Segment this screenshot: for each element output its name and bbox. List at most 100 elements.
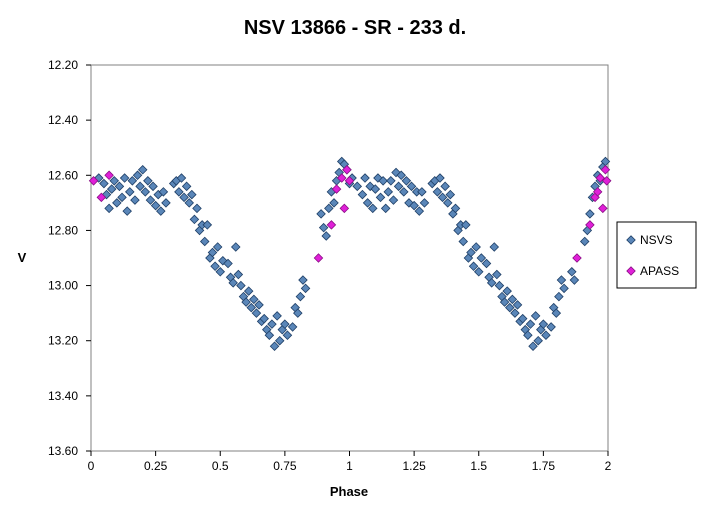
data-point-nsvs	[492, 269, 502, 280]
data-point-nsvs	[401, 176, 412, 186]
data-point-nsvs	[127, 176, 138, 186]
data-point-nsvs	[507, 294, 518, 305]
data-point-nsvs	[450, 203, 461, 214]
data-point-nsvs	[148, 181, 158, 192]
x-tick-label: 0.75	[273, 459, 297, 473]
data-point-apass	[326, 220, 337, 230]
data-point-nsvs	[419, 198, 430, 208]
data-point-nsvs	[442, 198, 453, 208]
data-point-nsvs	[140, 187, 151, 197]
data-point-nsvs	[274, 335, 285, 346]
data-point-nsvs	[378, 176, 388, 186]
y-tick-label: 13.40	[48, 389, 78, 403]
legend-items: NSVS APASS	[626, 233, 679, 278]
data-point-nsvs	[137, 165, 148, 175]
data-point-apass	[342, 165, 352, 175]
data-point-nsvs	[579, 236, 590, 247]
data-point-nsvs	[517, 313, 528, 324]
data-point-nsvs	[233, 269, 244, 280]
legend-label-nsvs: NSVS	[640, 233, 673, 247]
chart-title: NSV 13866 - SR - 233 d.	[244, 17, 466, 39]
data-point-nsvs	[393, 181, 404, 192]
data-point-nsvs	[230, 242, 241, 252]
data-point-nsvs	[329, 198, 339, 208]
x-tick-label: 1.25	[402, 459, 426, 473]
x-tick-label: 1.5	[470, 459, 487, 473]
x-tick-label: 1.75	[532, 459, 556, 473]
data-point-nsvs	[184, 198, 194, 208]
data-point-apass	[96, 192, 107, 203]
data-point-nsvs	[316, 209, 326, 219]
data-point-nsvs	[251, 308, 262, 318]
x-tick-label: 0	[88, 459, 95, 473]
series-apass	[88, 165, 612, 263]
data-point-nsvs	[199, 236, 210, 247]
data-point-nsvs	[109, 176, 120, 186]
data-point-nsvs	[538, 319, 549, 329]
data-point-nsvs	[119, 173, 130, 183]
y-tick-label: 12.80	[48, 223, 78, 237]
x-tick-label: 0.5	[212, 459, 229, 473]
data-point-nsvs	[246, 302, 257, 313]
data-point-nsvs	[207, 247, 218, 258]
data-point-nsvs	[228, 278, 238, 288]
data-point-nsvs	[525, 319, 536, 329]
data-point-nsvs	[161, 198, 171, 208]
data-point-nsvs	[523, 330, 533, 340]
data-point-nsvs	[179, 192, 189, 203]
data-point-nsvs	[158, 187, 169, 197]
data-point-nsvs	[360, 173, 370, 183]
data-point-apass	[585, 220, 595, 230]
x-tick-labels: 0 0.25 0.5 0.75 1 1.25 1.5 1.75 2	[88, 459, 612, 473]
data-point-nsvs	[432, 187, 443, 197]
x-tick-label: 1	[346, 459, 353, 473]
data-point-nsvs	[481, 258, 492, 269]
data-point-nsvs	[458, 236, 469, 247]
data-point-apass	[598, 203, 608, 214]
data-point-nsvs	[546, 322, 556, 332]
data-point-nsvs	[486, 278, 497, 288]
data-point-nsvs	[530, 311, 541, 321]
data-point-nsvs	[502, 286, 512, 296]
data-point-nsvs	[101, 189, 112, 200]
y-tick-label: 12.20	[48, 58, 78, 72]
data-point-apass	[313, 253, 324, 263]
data-point-nsvs	[187, 189, 197, 200]
data-point-nsvs	[241, 297, 251, 307]
data-point-nsvs	[181, 181, 192, 192]
axis-ticks	[86, 64, 609, 456]
data-point-nsvs	[318, 222, 329, 233]
data-point-apass	[88, 176, 99, 186]
data-point-nsvs	[440, 181, 450, 192]
data-point-nsvs	[528, 341, 538, 351]
data-point-nsvs	[132, 170, 143, 181]
data-point-nsvs	[435, 173, 445, 183]
data-point-nsvs	[414, 206, 425, 216]
data-point-nsvs	[114, 181, 125, 192]
data-point-nsvs	[150, 200, 161, 211]
data-point-nsvs	[280, 319, 290, 329]
data-point-nsvs	[471, 242, 481, 252]
data-point-nsvs	[383, 187, 394, 197]
data-point-nsvs	[210, 261, 220, 272]
x-tick-label: 2	[605, 459, 612, 473]
data-point-nsvs	[130, 195, 140, 205]
data-point-nsvs	[541, 330, 551, 340]
y-tick-label: 13.60	[48, 444, 78, 458]
data-point-nsvs	[264, 330, 275, 340]
data-point-nsvs	[476, 253, 487, 263]
data-point-apass	[339, 203, 350, 214]
data-point-nsvs	[254, 300, 264, 310]
legend-box	[616, 221, 697, 289]
data-point-nsvs	[510, 308, 520, 318]
data-point-nsvs	[367, 203, 378, 214]
data-point-apass	[572, 253, 582, 263]
data-point-apass	[595, 173, 606, 183]
y-axis-label: V	[18, 250, 27, 265]
data-point-nsvs	[512, 300, 523, 310]
data-point-nsvs	[117, 192, 127, 203]
data-point-nsvs	[267, 319, 277, 329]
y-tick-label: 12.60	[48, 168, 78, 182]
data-point-nsvs	[156, 206, 166, 216]
